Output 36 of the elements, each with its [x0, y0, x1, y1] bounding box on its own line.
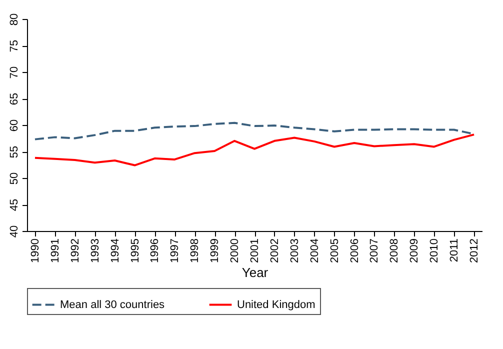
y-tick-label: 60 [8, 119, 20, 132]
x-axis-title: Year [242, 264, 269, 280]
y-tick-label: 65 [8, 92, 20, 106]
y-tick-label: 80 [8, 13, 20, 26]
x-tick-label: 2001 [249, 238, 261, 263]
x-tick-label: 2009 [408, 238, 421, 263]
legend-label: United Kingdom [237, 298, 316, 311]
y-tick-label: 40 [8, 225, 20, 238]
x-tick-label: 1998 [189, 238, 202, 263]
x-tick-label: 1997 [169, 238, 182, 263]
x-tick-label: 2007 [368, 238, 381, 263]
y-tick-label: 45 [8, 198, 20, 212]
legend-label: Mean all 30 countries [60, 298, 166, 311]
x-tick-label: 2005 [328, 238, 341, 263]
x-tick-label: 1992 [69, 238, 82, 263]
x-tick-label: 1993 [89, 238, 102, 263]
x-tick-label: 1996 [149, 238, 162, 263]
x-tick-label: 2012 [468, 238, 481, 263]
x-tick-label: 2008 [388, 238, 401, 263]
x-tick-label: 2004 [308, 238, 321, 263]
x-tick-label: 1994 [109, 238, 122, 263]
x-tick-label: 2010 [428, 238, 441, 263]
x-tick-label: 1991 [49, 238, 62, 263]
x-tick-label: 2000 [229, 238, 242, 263]
x-tick-label: 2011 [448, 238, 461, 262]
y-tick-label: 70 [8, 66, 20, 79]
x-tick-label: 2003 [288, 238, 301, 263]
x-tick-label: 2006 [348, 238, 361, 263]
y-tick-label: 75 [8, 40, 20, 52]
line-series [34, 134, 476, 166]
y-tick-label: 50 [8, 172, 20, 185]
y-tick-label: 55 [8, 146, 20, 158]
x-tick-label: 2002 [268, 238, 281, 263]
x-tick-label: 1999 [209, 238, 222, 263]
x-tick-label: 1995 [129, 238, 142, 263]
x-tick-label: 1990 [29, 238, 42, 263]
